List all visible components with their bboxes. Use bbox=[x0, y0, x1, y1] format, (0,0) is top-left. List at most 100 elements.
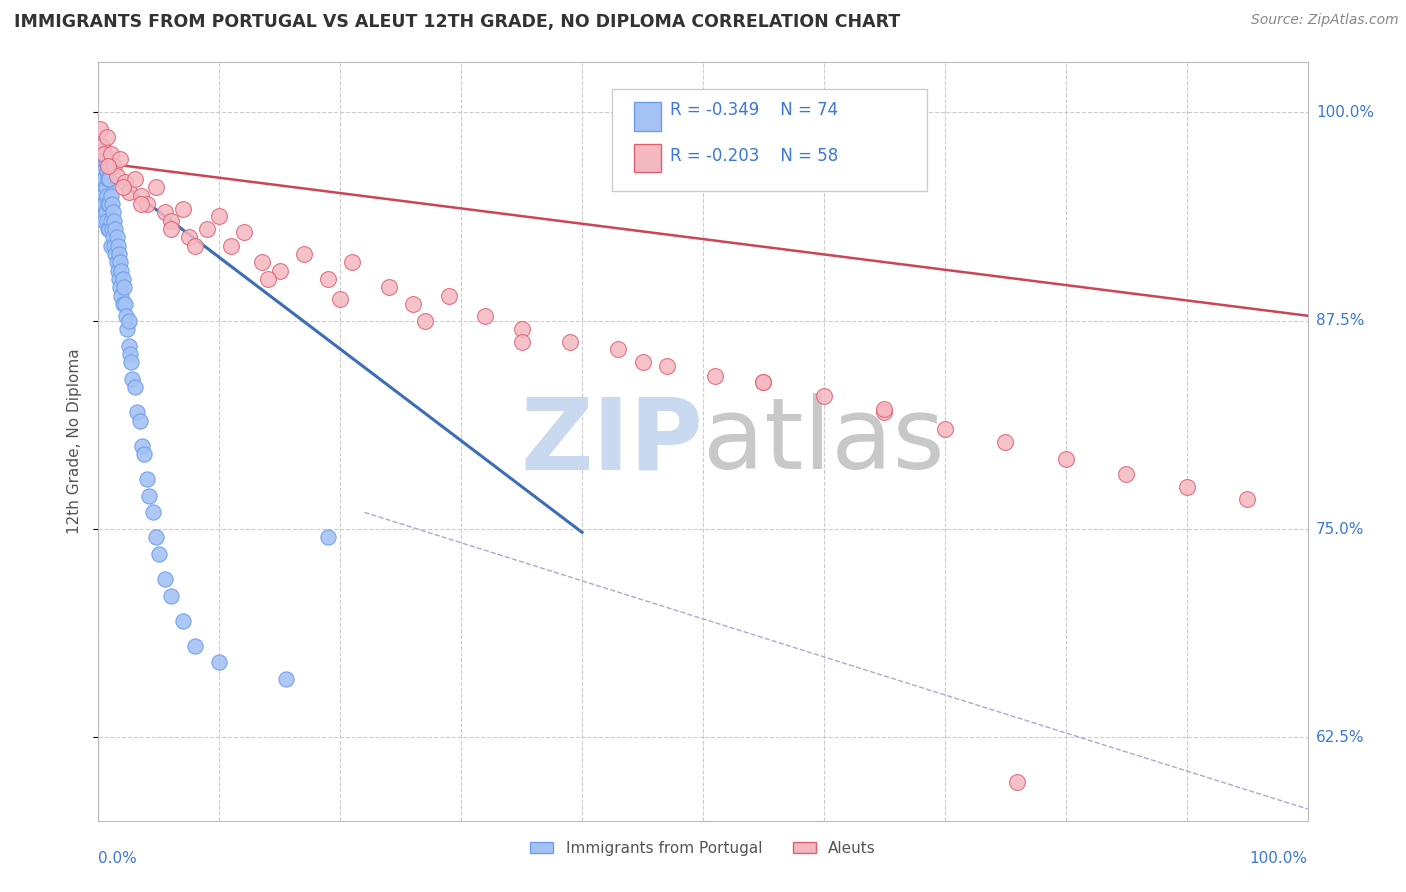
Point bbox=[105, 255, 128, 269]
Point bbox=[91, 188, 114, 202]
Point bbox=[160, 589, 183, 603]
Point bbox=[1007, 775, 1029, 789]
Point bbox=[1054, 452, 1077, 467]
Y-axis label: 12th Grade, No Diploma: 12th Grade, No Diploma bbox=[66, 349, 82, 534]
Point bbox=[108, 280, 131, 294]
Point bbox=[103, 238, 125, 252]
Point bbox=[138, 489, 160, 503]
Point bbox=[124, 172, 146, 186]
Point bbox=[94, 180, 117, 194]
Point bbox=[91, 172, 114, 186]
Point bbox=[118, 186, 141, 200]
Text: IMMIGRANTS FROM PORTUGAL VS ALEUT 12TH GRADE, NO DIPLOMA CORRELATION CHART: IMMIGRANTS FROM PORTUGAL VS ALEUT 12TH G… bbox=[14, 13, 900, 31]
Point bbox=[510, 322, 533, 336]
Point bbox=[172, 202, 194, 216]
Point bbox=[160, 213, 183, 227]
Point bbox=[145, 530, 167, 544]
Point bbox=[111, 297, 134, 311]
Point bbox=[142, 505, 165, 519]
Point bbox=[195, 222, 218, 236]
Point bbox=[172, 614, 194, 628]
Point bbox=[98, 197, 121, 211]
Point bbox=[631, 355, 654, 369]
Point bbox=[160, 222, 183, 236]
Text: R = -0.203    N = 58: R = -0.203 N = 58 bbox=[671, 146, 838, 165]
Point bbox=[655, 359, 678, 373]
Point bbox=[145, 180, 167, 194]
Point bbox=[1115, 467, 1137, 481]
Point bbox=[413, 314, 436, 328]
Point bbox=[103, 159, 125, 173]
Point bbox=[93, 197, 115, 211]
Point bbox=[96, 213, 118, 227]
Point bbox=[402, 297, 425, 311]
Point bbox=[208, 209, 231, 223]
Point bbox=[96, 188, 118, 202]
Point bbox=[108, 247, 131, 261]
Point bbox=[97, 197, 120, 211]
Point bbox=[98, 172, 121, 186]
Point bbox=[120, 355, 142, 369]
Point bbox=[91, 197, 114, 211]
Text: 75.0%: 75.0% bbox=[1316, 522, 1364, 536]
Point bbox=[105, 230, 128, 244]
Point bbox=[104, 222, 127, 236]
Point bbox=[90, 138, 112, 153]
Point bbox=[101, 205, 124, 219]
Point bbox=[89, 180, 111, 194]
Point bbox=[114, 176, 136, 190]
Point bbox=[873, 402, 896, 417]
Point bbox=[316, 272, 339, 286]
Point bbox=[110, 264, 132, 278]
Point bbox=[100, 222, 122, 236]
Point bbox=[129, 197, 152, 211]
Point bbox=[101, 230, 124, 244]
Point bbox=[184, 238, 207, 252]
Point bbox=[112, 280, 135, 294]
Point bbox=[108, 272, 131, 286]
Point bbox=[100, 197, 122, 211]
FancyBboxPatch shape bbox=[634, 102, 661, 130]
Text: Source: ZipAtlas.com: Source: ZipAtlas.com bbox=[1251, 13, 1399, 28]
Point bbox=[108, 255, 131, 269]
Point bbox=[250, 255, 273, 269]
Point bbox=[89, 155, 111, 169]
Point bbox=[274, 672, 297, 686]
Point bbox=[221, 238, 243, 252]
Point bbox=[153, 572, 176, 586]
Point bbox=[1236, 491, 1258, 506]
Point bbox=[128, 414, 150, 428]
Point bbox=[97, 159, 120, 173]
Text: 87.5%: 87.5% bbox=[1316, 313, 1364, 328]
Point bbox=[208, 656, 231, 670]
Point bbox=[103, 213, 125, 227]
Point bbox=[107, 238, 129, 252]
Point bbox=[108, 152, 131, 166]
Point bbox=[256, 272, 278, 286]
Point bbox=[558, 335, 581, 350]
Point bbox=[118, 347, 141, 361]
Point bbox=[127, 405, 149, 419]
Point bbox=[114, 297, 136, 311]
Text: R = -0.349    N = 74: R = -0.349 N = 74 bbox=[671, 101, 838, 120]
Text: 62.5%: 62.5% bbox=[1316, 730, 1364, 745]
Point bbox=[232, 226, 254, 240]
Point bbox=[96, 130, 118, 145]
Point bbox=[131, 439, 153, 453]
Point bbox=[474, 309, 496, 323]
Point bbox=[111, 180, 134, 194]
Point bbox=[752, 376, 775, 390]
Point bbox=[107, 264, 129, 278]
Point bbox=[93, 172, 115, 186]
Point bbox=[91, 147, 114, 161]
Point bbox=[934, 422, 956, 436]
FancyBboxPatch shape bbox=[634, 144, 661, 172]
Point bbox=[752, 376, 775, 390]
Point bbox=[121, 372, 143, 386]
Point bbox=[111, 272, 134, 286]
Point bbox=[110, 289, 132, 303]
Point bbox=[100, 188, 122, 202]
Point bbox=[124, 380, 146, 394]
Point bbox=[98, 222, 121, 236]
Point bbox=[510, 335, 533, 350]
